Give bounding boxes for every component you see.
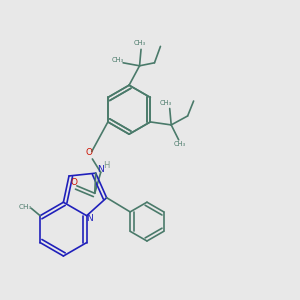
Text: H: H bbox=[103, 161, 109, 170]
Text: O: O bbox=[85, 148, 92, 158]
Text: CH₃: CH₃ bbox=[174, 141, 186, 147]
Text: CH₃: CH₃ bbox=[159, 100, 171, 106]
Text: O: O bbox=[70, 178, 77, 187]
Text: CH₃: CH₃ bbox=[19, 204, 32, 210]
Text: CH₃: CH₃ bbox=[134, 40, 146, 46]
Text: CH₃: CH₃ bbox=[112, 57, 124, 63]
Text: N: N bbox=[86, 214, 93, 223]
Text: N: N bbox=[97, 165, 104, 174]
